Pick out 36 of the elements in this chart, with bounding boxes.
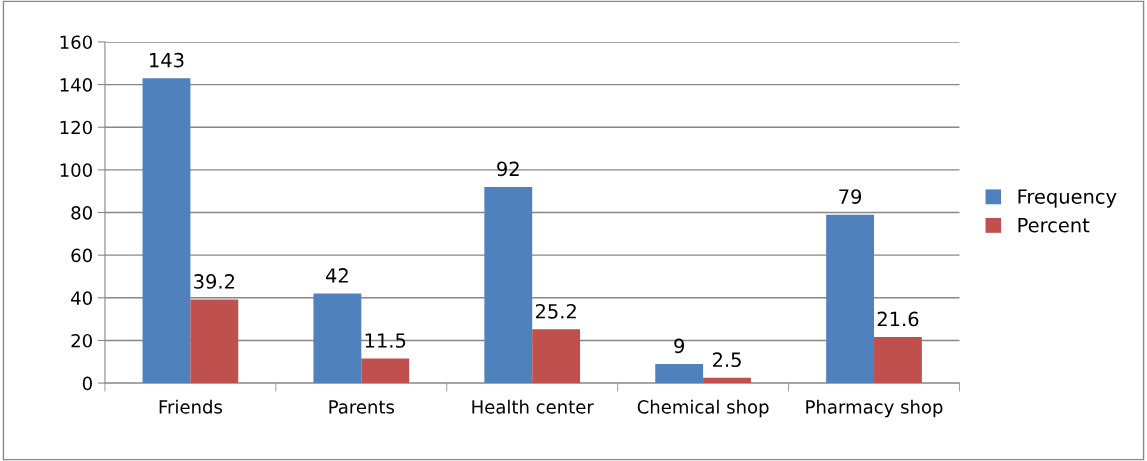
data-label: 25.2 (535, 303, 576, 319)
data-label: 11.5 (365, 333, 406, 348)
y-tick-label: 0 (82, 376, 92, 391)
bar (313, 293, 362, 384)
bar (532, 329, 581, 384)
y-tick-label: 100 (60, 163, 92, 177)
x-tick-label: Health center (472, 399, 594, 414)
bar (874, 337, 922, 384)
y-tick-label: 40 (71, 291, 92, 305)
data-label: 143 (150, 52, 184, 68)
bar (361, 358, 410, 384)
legend-label: Percent (1018, 217, 1090, 233)
data-label: 92 (497, 161, 519, 177)
x-tick-label: Parents (329, 400, 395, 414)
bar (703, 377, 751, 384)
data-label: 39.2 (194, 274, 235, 289)
data-label: 79 (839, 189, 862, 204)
y-tick-label: 60 (71, 248, 92, 263)
y-tick-label: 160 (60, 35, 92, 50)
y-tick-label: 120 (60, 120, 92, 135)
bar (655, 363, 704, 384)
y-tick-label: 140 (60, 78, 92, 92)
y-tick-label: 80 (71, 205, 92, 220)
bar (484, 186, 533, 384)
legend-label: Frequency (1018, 189, 1117, 208)
data-label: 21.6 (877, 311, 919, 327)
data-label: 42 (325, 268, 348, 283)
bar (826, 214, 875, 384)
data-label: 9 (674, 338, 684, 354)
bar (142, 78, 191, 384)
bar (190, 299, 239, 384)
data-label: 2.5 (713, 352, 741, 368)
x-tick-label: Chemical shop (637, 399, 769, 418)
x-tick-label: Pharmacy shop (806, 399, 943, 418)
y-tick-label: 20 (71, 333, 92, 348)
x-tick-label: Friends (159, 399, 222, 414)
